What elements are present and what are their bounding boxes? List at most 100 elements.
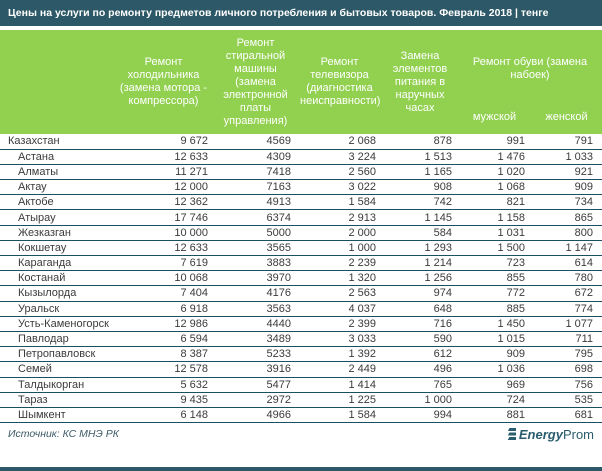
value-cell: 648 [382,301,458,317]
region-cell: Усть-Каменогорск [0,316,113,332]
value-cell: 3 033 [297,331,382,348]
value-cell: 3565 [214,240,297,257]
footer: Источник: КС МНЭ РК EnergyProm [0,423,602,445]
table-row: Талдыкорган 5 632 5477 1 414 765 969 756 [0,377,602,393]
table-row: Атырау 17 746 6374 2 913 1 145 1 158 865 [0,209,602,226]
value-cell: 1 033 [531,149,602,165]
region-cell: Алматы [0,164,113,181]
table-row: Казахстан 9 672 4569 2 068 878 991 791 [0,134,602,150]
title-bar: Цены на услуги по ремонту предметов личн… [0,0,602,26]
table-row: Жезказган 10 000 5000 2 000 584 1 031 80… [0,225,602,241]
energyprom-logo: EnergyProm [501,427,594,441]
value-cell: 742 [382,194,458,211]
table-row: Алматы 11 271 7418 2 560 1 165 1 020 921 [0,164,602,181]
value-cell: 855 [458,270,531,287]
value-cell: 1 513 [382,149,458,165]
logo-text-bold: Energy [518,426,563,442]
value-cell: 865 [531,209,602,226]
value-cell: 1 414 [297,377,382,393]
value-cell: 908 [382,179,458,196]
region-cell: Жезказган [0,225,113,241]
value-cell: 821 [458,194,531,211]
value-cell: 878 [382,134,458,150]
table-row: Тараз 9 435 2972 1 225 1 000 724 535 [0,392,602,408]
value-cell: 3916 [214,361,297,378]
subcolumn-header-male: мужской [458,104,531,134]
value-cell: 11 271 [113,164,214,181]
value-cell: 1 068 [458,179,531,196]
value-cell: 12 000 [113,179,214,196]
value-cell: 1 225 [297,392,382,408]
column-header-tv: Ремонт телевизора (диагностика неисправн… [297,30,382,134]
logo-text: EnergyProm [519,428,594,441]
value-cell: 5 632 [113,377,214,393]
value-cell: 2 449 [297,361,382,378]
value-cell: 5477 [214,377,297,393]
region-cell: Петропавловск [0,346,113,363]
value-cell: 800 [531,225,602,241]
source-text: Источник: КС МНЭ РК [8,428,119,441]
page-title: Цены на услуги по ремонту предметов личн… [8,7,549,19]
value-cell: 1 031 [458,225,531,241]
value-cell: 1 584 [297,194,382,211]
value-cell: 1 077 [531,316,602,332]
value-cell: 6374 [214,209,297,226]
table-row: Семей 12 578 3916 2 449 496 1 036 698 [0,361,602,378]
region-cell: Уральск [0,301,113,317]
value-cell: 4966 [214,407,297,424]
value-cell: 716 [382,316,458,332]
value-cell: 724 [458,392,531,408]
column-header-washer: Ремонт стиральной машины (замена электро… [214,30,297,134]
table-row: Павлодар 6 594 3489 3 033 590 1 015 711 [0,331,602,348]
value-cell: 1 500 [458,240,531,257]
value-cell: 921 [531,164,602,181]
value-cell: 2 068 [297,134,382,150]
table-row: Петропавловск 8 387 5233 1 392 612 909 7… [0,346,602,363]
region-cell: Караганда [0,255,113,272]
value-cell: 12 633 [113,240,214,257]
value-cell: 1 293 [382,240,458,257]
column-header-shoes-group: Ремонт обуви (замена набоек) [458,30,602,104]
table-row: Шымкент 6 148 4966 1 584 994 881 681 [0,407,602,424]
value-cell: 6 148 [113,407,214,424]
value-cell: 590 [382,331,458,348]
value-cell: 7 619 [113,255,214,272]
value-cell: 3 224 [297,149,382,165]
value-cell: 7 404 [113,285,214,302]
value-cell: 5233 [214,346,297,363]
value-cell: 765 [382,377,458,393]
subcolumn-header-female: женской [531,104,602,134]
value-cell: 698 [531,361,602,378]
table-row: Актобе 12 362 4913 1 584 742 821 734 [0,194,602,211]
value-cell: 974 [382,285,458,302]
table-row: Костанай 10 068 3970 1 320 1 256 855 780 [0,270,602,287]
value-cell: 1 158 [458,209,531,226]
value-cell: 1 214 [382,255,458,272]
value-cell: 4176 [214,285,297,302]
value-cell: 1 000 [382,392,458,408]
table-header: Ремонт холодильника (замена мотора - ком… [0,30,602,134]
value-cell: 4913 [214,194,297,211]
value-cell: 2 399 [297,316,382,332]
value-cell: 795 [531,346,602,363]
value-cell: 672 [531,285,602,302]
value-cell: 6 918 [113,301,214,317]
value-cell: 496 [382,361,458,378]
value-cell: 3970 [214,270,297,287]
value-cell: 9 672 [113,134,214,150]
value-cell: 584 [382,225,458,241]
value-cell: 12 578 [113,361,214,378]
value-cell: 1 036 [458,361,531,378]
value-cell: 7163 [214,179,297,196]
region-cell: Кызылорда [0,285,113,302]
value-cell: 2 239 [297,255,382,272]
region-cell: Кокшетау [0,240,113,257]
value-cell: 3 022 [297,179,382,196]
value-cell: 17 746 [113,209,214,226]
region-cell: Талдыкорган [0,377,113,393]
value-cell: 772 [458,285,531,302]
value-cell: 1 584 [297,407,382,424]
value-cell: 3489 [214,331,297,348]
value-cell: 881 [458,407,531,424]
value-cell: 711 [531,331,602,348]
